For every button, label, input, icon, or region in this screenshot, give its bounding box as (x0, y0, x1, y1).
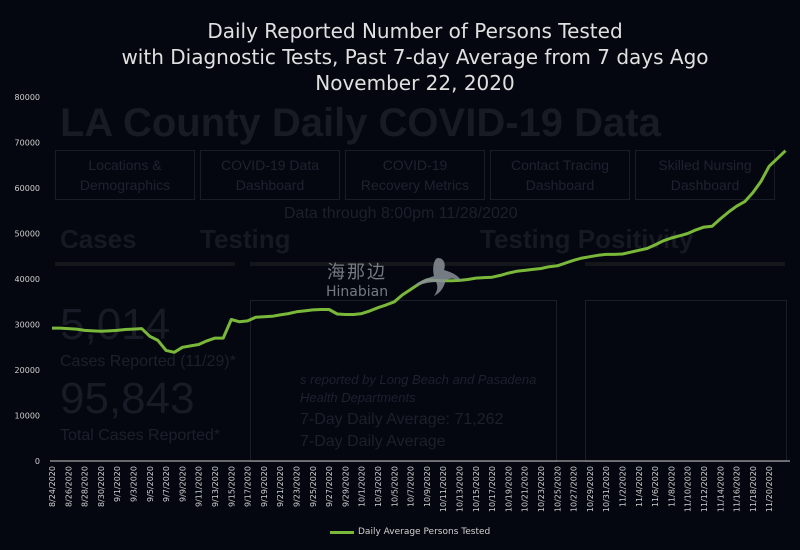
x-tick-label: 11/12/2020 (700, 466, 709, 512)
x-tick-label: 10/29/2020 (586, 466, 595, 512)
divider (55, 262, 235, 266)
x-tick-label: 9/11/2020 (195, 466, 204, 507)
x-tick-label: 9/7/2020 (162, 466, 171, 502)
chart-title-line-2: with Diagnostic Tests, Past 7-day Averag… (121, 45, 709, 69)
nav-data-dashboard[interactable]: COVID-19 Data Dashboard (200, 150, 340, 200)
watermark-en: Hinabian (326, 284, 389, 300)
data-through-text: Data through 8:00pm 11/28/2020 (284, 205, 518, 222)
x-tick-label: 10/15/2020 (472, 466, 481, 512)
x-tick-label: 9/9/2020 (178, 466, 187, 502)
x-tick-label: 9/23/2020 (293, 466, 302, 507)
nav-recovery-metrics[interactable]: COVID-19 Recovery Metrics (345, 150, 485, 200)
x-tick-label: 10/25/2020 (553, 466, 562, 512)
x-tick-label: 9/27/2020 (325, 466, 334, 507)
x-tick-label: 9/21/2020 (276, 466, 285, 507)
nav-contact-tracing[interactable]: Contact Tracing Dashboard (490, 150, 630, 200)
total-cases-label: Total Cases Reported* (60, 427, 221, 444)
nav-locations-demographics[interactable]: Locations & Demographics (55, 150, 195, 200)
y-tick-label: 60000 (15, 184, 40, 193)
y-tick-label: 0 (35, 457, 40, 466)
chart-title-line-1: Daily Reported Number of Persons Tested (207, 19, 623, 43)
x-tick-label: 11/10/2020 (684, 466, 693, 512)
y-tick-label: 80000 (15, 93, 40, 102)
x-tick-label: 8/30/2020 (97, 466, 106, 507)
x-tick-label: 11/16/2020 (733, 466, 742, 512)
y-tick-label: 70000 (15, 139, 40, 148)
new-cases-label: Cases Reported (11/29)* (60, 353, 236, 370)
watermark: 海那边 Hinabian (326, 258, 388, 300)
x-tick-label: 9/5/2020 (146, 466, 155, 502)
new-cases-value: 5,014 (60, 300, 171, 349)
x-tick-label: 9/13/2020 (211, 466, 220, 507)
x-tick-label: 8/24/2020 (48, 466, 57, 507)
legend-swatch (330, 530, 354, 534)
footnote-2: Health Departments (300, 390, 416, 405)
x-tick-label: 10/21/2020 (521, 466, 530, 512)
x-tick-label: 10/23/2020 (537, 466, 546, 512)
section-testing-positivity: Testing Positivity (480, 224, 694, 254)
avg-2: 7-Day Daily Average (300, 433, 446, 450)
x-tick-label: 10/3/2020 (374, 466, 383, 507)
x-tick-label: 10/31/2020 (602, 466, 611, 512)
x-tick-label: 10/9/2020 (423, 466, 432, 507)
nav-skilled-nursing[interactable]: Skilled Nursing Dashboard (635, 150, 775, 200)
total-cases-value: 95,843 (60, 374, 195, 423)
x-tick-label: 10/1/2020 (358, 466, 367, 507)
x-tick-label: 8/28/2020 (81, 466, 90, 507)
chart-title: Daily Reported Number of Persons Tested … (0, 18, 800, 96)
x-tick-label: 10/13/2020 (456, 466, 465, 512)
y-tick-label: 10000 (15, 412, 40, 421)
x-tick-label: 11/2/2020 (619, 466, 628, 507)
x-tick-label: 10/11/2020 (439, 466, 448, 512)
x-tick-label: 11/18/2020 (749, 466, 758, 512)
x-tick-label: 11/4/2020 (635, 466, 644, 507)
x-tick-label: 9/25/2020 (309, 466, 318, 507)
x-tick-label: 10/27/2020 (570, 466, 579, 512)
chart-title-line-3: November 22, 2020 (315, 71, 515, 95)
x-tick-label: 9/1/2020 (113, 466, 122, 502)
divider (250, 262, 555, 266)
x-tick-label: 11/14/2020 (716, 466, 725, 512)
x-tick-label: 9/29/2020 (341, 466, 350, 507)
x-tick-label: 8/26/2020 (64, 466, 73, 507)
x-tick-label: 10/7/2020 (407, 466, 416, 507)
x-tick-label: 11/20/2020 (765, 466, 774, 512)
series-line-persons-tested (52, 149, 787, 354)
y-tick-label: 50000 (15, 230, 40, 239)
y-tick-label: 40000 (15, 275, 40, 284)
section-testing: Testing (200, 224, 291, 254)
watermark-cn: 海那边 (327, 262, 388, 283)
legend-label: Daily Average Persons Tested (358, 527, 491, 537)
bird-logo-icon (408, 254, 468, 300)
y-tick-label: 20000 (15, 366, 40, 375)
chart-legend: Daily Average Persons Tested (330, 527, 490, 537)
avg-1: 7-Day Daily Average: 71,262 (300, 411, 504, 428)
y-tick-label: 30000 (15, 321, 40, 330)
x-tick-label: 9/15/2020 (227, 466, 236, 507)
x-tick-label: 9/19/2020 (260, 466, 269, 507)
x-tick-label: 10/19/2020 (504, 466, 513, 512)
dashboard-title: LA County Daily COVID-19 Data (60, 101, 661, 145)
x-tick-label: 10/5/2020 (390, 466, 399, 507)
x-tick-label: 9/3/2020 (130, 466, 139, 502)
x-tick-label: 10/17/2020 (488, 466, 497, 512)
section-cases: Cases (60, 224, 137, 254)
x-tick-label: 9/17/2020 (244, 466, 253, 507)
divider (585, 262, 785, 266)
x-tick-label: 11/6/2020 (651, 466, 660, 507)
footnote-1: s reported by Long Beach and Pasadena (300, 372, 537, 387)
x-tick-label: 11/8/2020 (667, 466, 676, 507)
